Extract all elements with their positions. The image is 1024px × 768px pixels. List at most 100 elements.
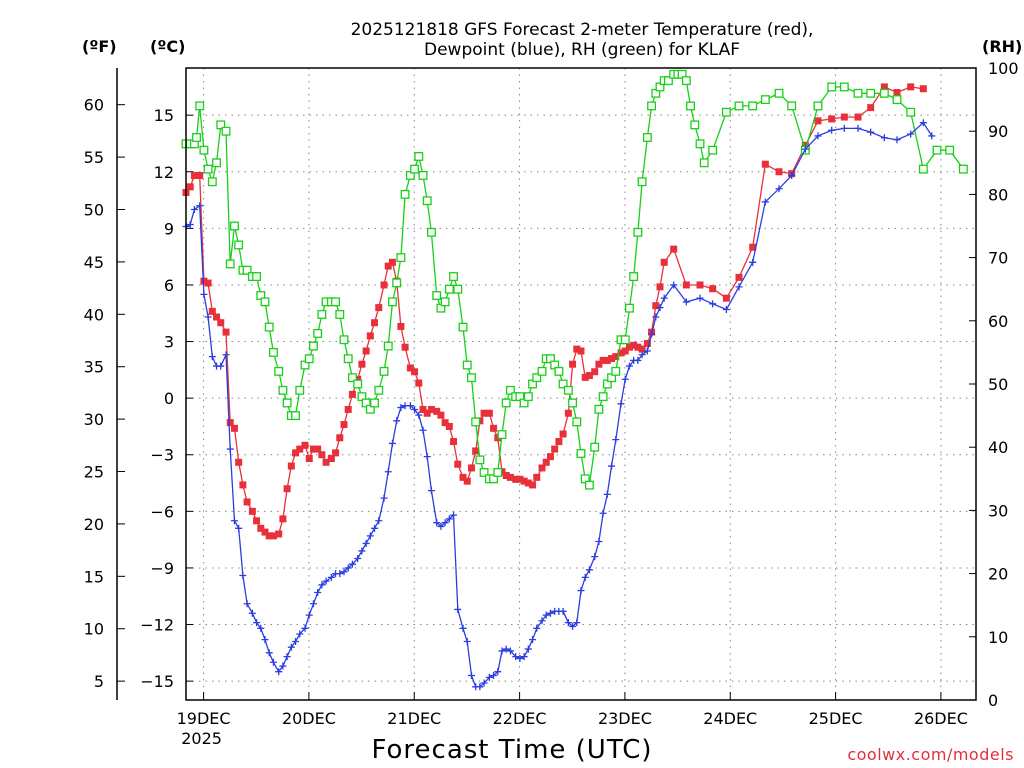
temperature-point bbox=[454, 460, 462, 468]
rh-point bbox=[629, 272, 639, 282]
dewpoint-point bbox=[433, 519, 441, 527]
dewpoint-point bbox=[459, 624, 467, 632]
temperature-point bbox=[275, 530, 283, 538]
dewpoint-point bbox=[919, 119, 927, 127]
dewpoint-point bbox=[603, 490, 611, 498]
dewpoint-point bbox=[520, 653, 528, 661]
rh-tick-label: 0 bbox=[988, 691, 998, 710]
dewpoint-point bbox=[292, 638, 300, 646]
fahrenheit-tick-label: 30 bbox=[84, 410, 104, 429]
dewpoint-point bbox=[265, 649, 273, 657]
chart-title-line1: 2025121818 GFS Forecast 2-meter Temperat… bbox=[351, 20, 814, 40]
dewpoint-point bbox=[542, 611, 550, 619]
temperature-point bbox=[279, 515, 287, 523]
dewpoint-point bbox=[749, 258, 757, 266]
temperature-point bbox=[840, 113, 848, 121]
rh-point bbox=[625, 303, 634, 313]
temperature-point bbox=[581, 373, 589, 381]
temperature-point bbox=[292, 449, 300, 457]
rh-point bbox=[611, 366, 621, 376]
dewpoint-point bbox=[538, 617, 546, 625]
celsius-tick-label: −15 bbox=[140, 672, 174, 691]
dewpoint-point bbox=[485, 673, 493, 681]
temperature-point bbox=[480, 409, 488, 417]
temperature-point bbox=[459, 473, 467, 481]
dewpoint-point bbox=[450, 511, 458, 519]
rh-point bbox=[339, 335, 349, 345]
fahrenheit-tick-label: 50 bbox=[84, 200, 104, 219]
fahrenheit-tick-label: 35 bbox=[84, 358, 104, 377]
dewpoint-point bbox=[775, 185, 783, 193]
temperature-point bbox=[265, 532, 273, 540]
dewpoint-point bbox=[617, 400, 625, 408]
dewpoint-point bbox=[366, 532, 374, 540]
temperature-point bbox=[801, 141, 809, 149]
temperature-point bbox=[814, 117, 822, 125]
temperature-point bbox=[573, 345, 581, 353]
temperature-point bbox=[520, 477, 528, 485]
temperature-point bbox=[485, 409, 493, 417]
rh-point bbox=[225, 259, 235, 269]
rh-point bbox=[440, 297, 450, 307]
dewpoint-point bbox=[354, 555, 362, 563]
temperature-point bbox=[529, 481, 537, 489]
temperature-point bbox=[230, 424, 238, 432]
temperature-point bbox=[490, 424, 498, 432]
temperature-point bbox=[243, 498, 251, 506]
dewpoint-point bbox=[643, 347, 651, 355]
rh-tick-label: 20 bbox=[988, 565, 1008, 584]
temperature-point bbox=[625, 343, 633, 351]
dewpoint-point bbox=[388, 439, 396, 447]
fahrenheit-tick-label: 15 bbox=[84, 567, 104, 586]
temperature-point bbox=[322, 458, 330, 466]
dewpoint-point bbox=[608, 462, 616, 470]
rh-point bbox=[467, 373, 476, 383]
dewpoint-point bbox=[867, 128, 875, 136]
time-tick-label: 23DEC bbox=[598, 709, 652, 728]
rh-tick-label: 80 bbox=[988, 185, 1008, 204]
dewpoint-point bbox=[682, 298, 690, 306]
dewpoint-point bbox=[454, 605, 462, 613]
temperature-point bbox=[296, 445, 304, 453]
rh-point bbox=[282, 398, 292, 408]
rh-point bbox=[353, 379, 363, 389]
rh-point bbox=[410, 164, 420, 174]
dewpoint-point bbox=[652, 313, 660, 321]
rh-point bbox=[537, 366, 547, 376]
rh-point bbox=[493, 468, 503, 477]
rh-tick-label: 10 bbox=[988, 628, 1008, 647]
dewpoint-point bbox=[371, 524, 379, 532]
temperature-point bbox=[709, 285, 717, 293]
rh-point bbox=[647, 101, 657, 111]
rh-point bbox=[392, 278, 402, 288]
fahrenheit-tick-label: 55 bbox=[84, 148, 104, 167]
rh-point bbox=[426, 227, 436, 237]
rh-point bbox=[422, 196, 432, 206]
temperature-point bbox=[524, 479, 532, 487]
dewpoint-point bbox=[546, 609, 554, 617]
dewpoint-point bbox=[621, 375, 629, 383]
time-tick-label: 22DEC bbox=[493, 709, 547, 728]
dewpoint-point bbox=[336, 570, 344, 578]
temperature-point bbox=[761, 160, 769, 168]
dewpoint-point bbox=[362, 539, 370, 547]
rh-point bbox=[563, 385, 573, 395]
temperature-point bbox=[502, 471, 510, 479]
temperature-point bbox=[775, 168, 783, 176]
rh-point bbox=[839, 82, 849, 92]
dewpoint-point bbox=[415, 411, 423, 419]
temperature-point bbox=[603, 356, 611, 364]
dewpoint-point bbox=[801, 145, 809, 153]
rh-point bbox=[523, 392, 533, 402]
temperature-point bbox=[388, 258, 396, 266]
dewpoint-point bbox=[235, 524, 243, 532]
dewpoint-point bbox=[893, 136, 901, 144]
dewpoint-point bbox=[375, 517, 383, 525]
credit-text: coolwx.com/models bbox=[847, 745, 1014, 764]
dewpoint-point bbox=[437, 522, 445, 530]
dewpoint-point bbox=[494, 668, 502, 676]
dewpoint-point bbox=[828, 126, 836, 134]
rh-point bbox=[497, 430, 507, 440]
rh-point bbox=[576, 449, 586, 458]
